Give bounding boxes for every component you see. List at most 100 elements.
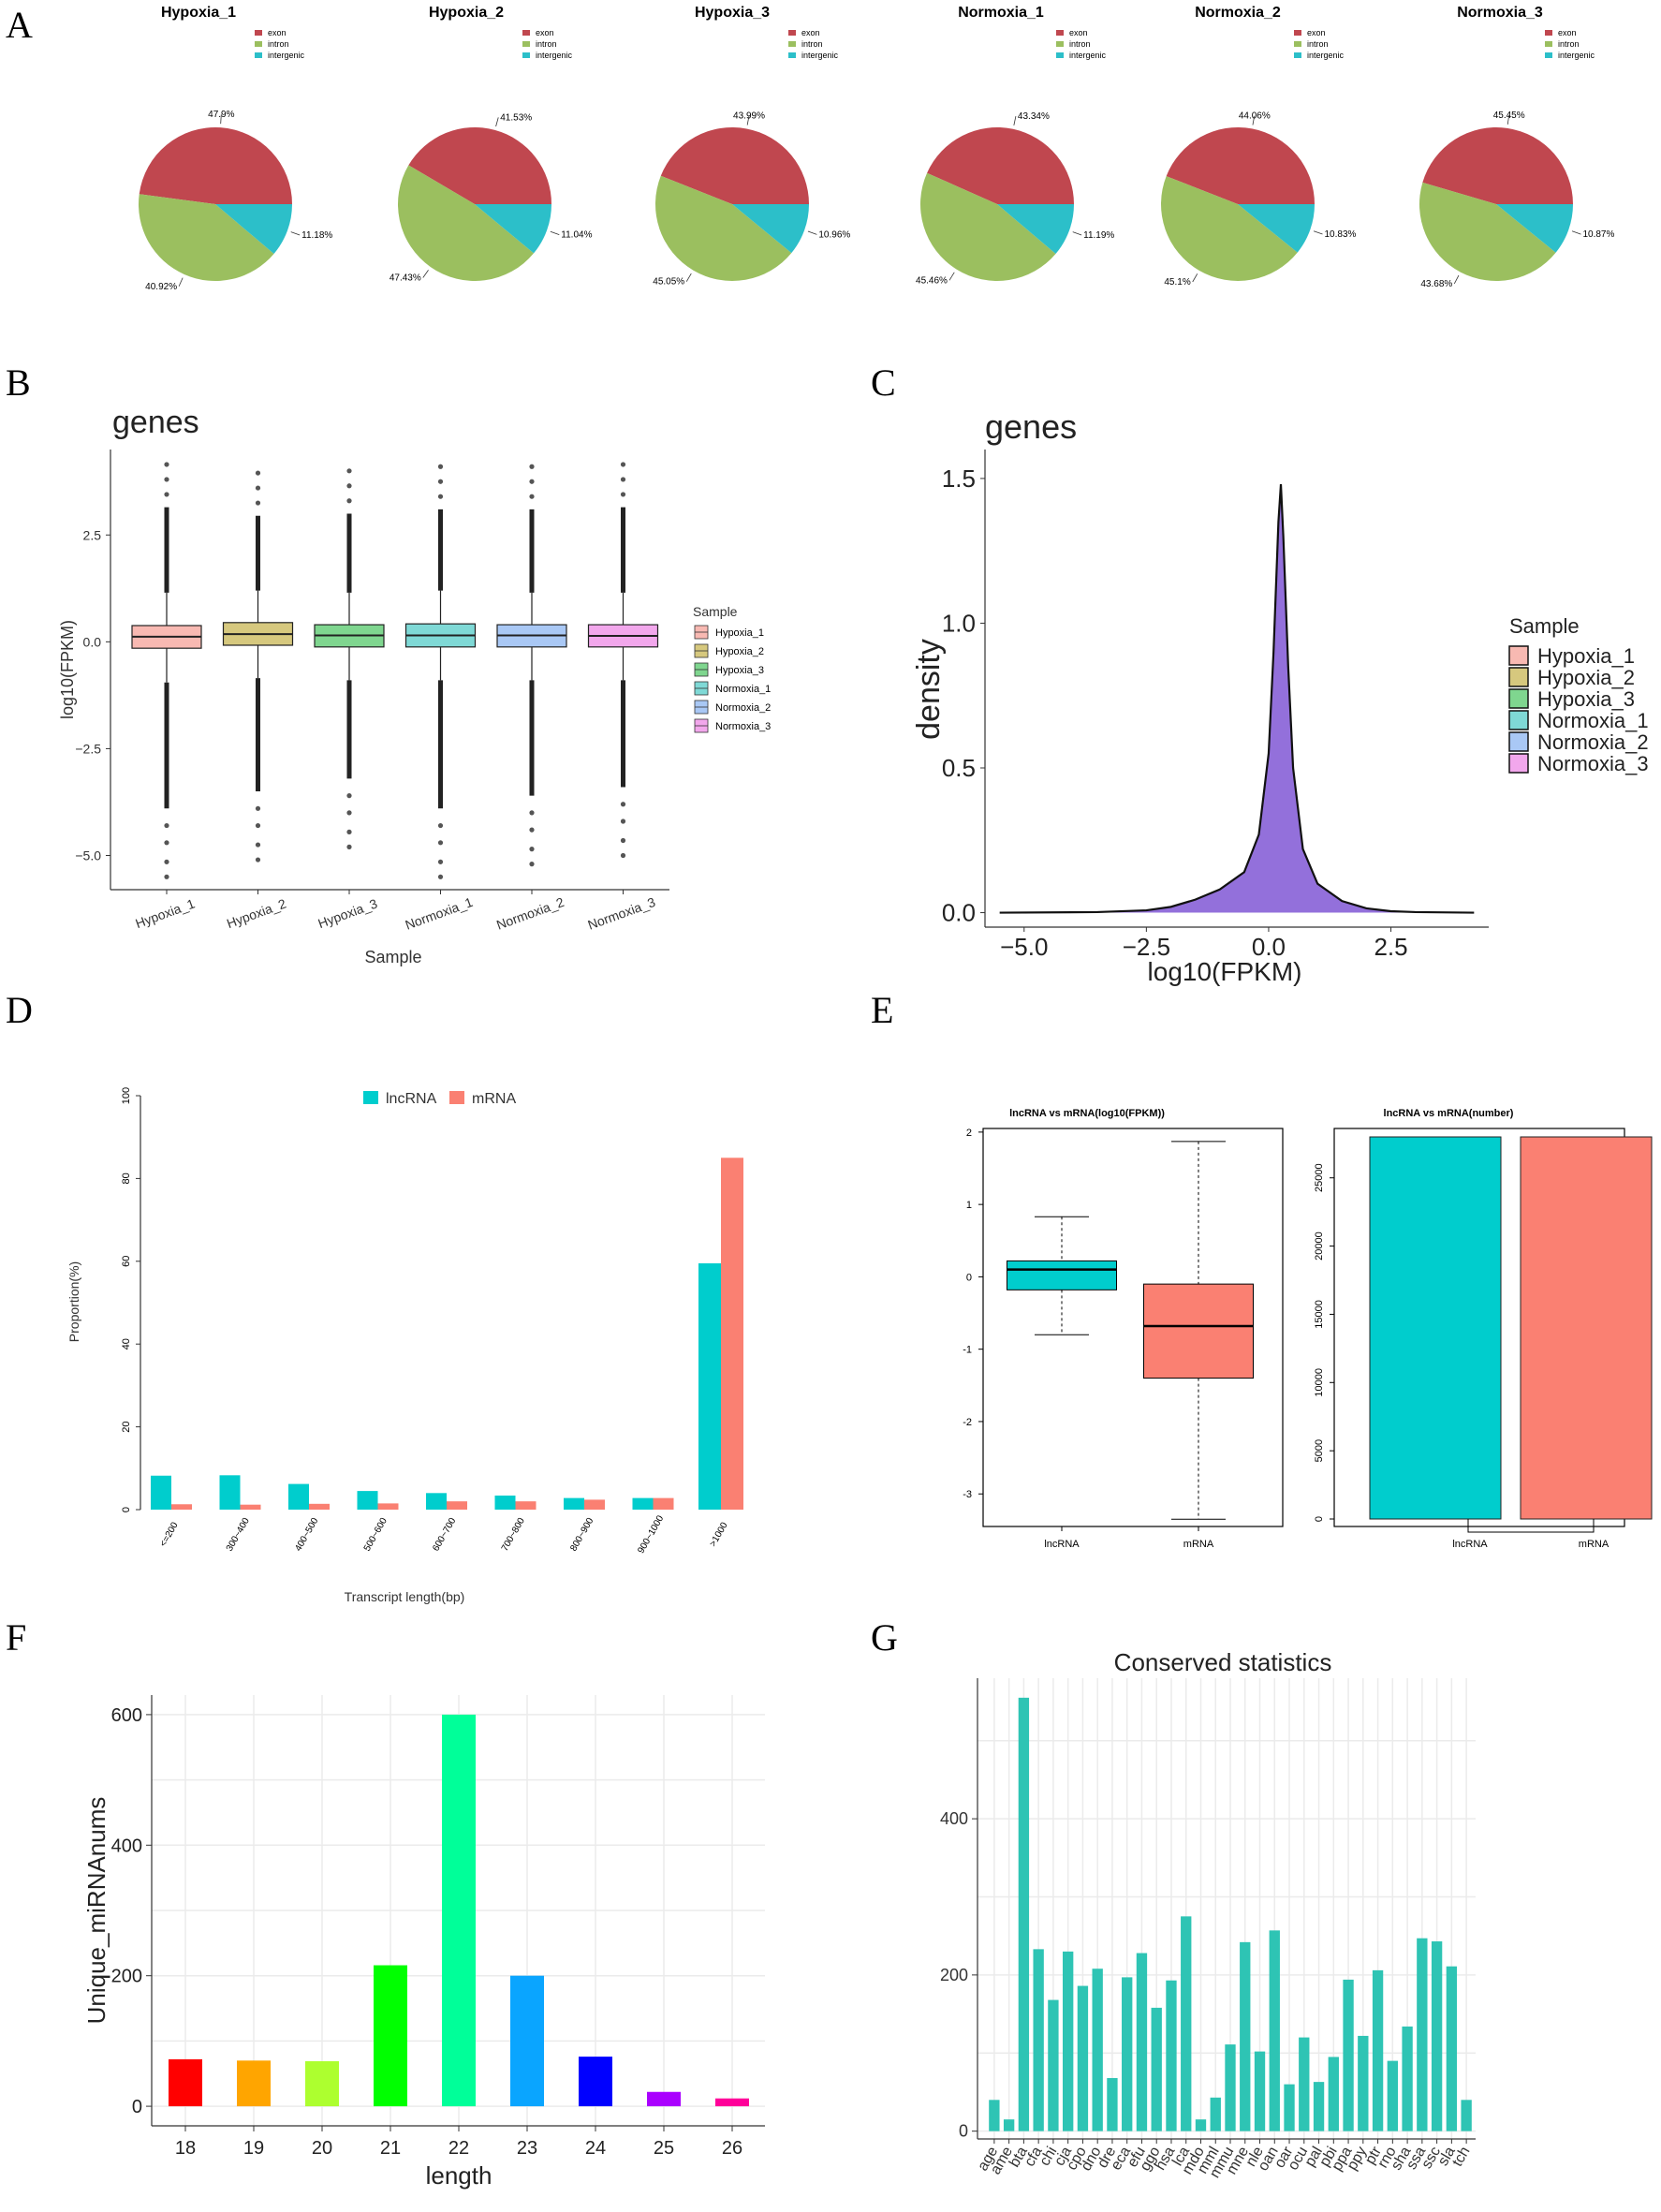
outlier-point	[438, 494, 443, 499]
legend-swatch-intron	[1294, 41, 1301, 47]
legend-label-intergenic: intergenic	[536, 51, 573, 60]
outlier-point	[621, 492, 625, 496]
bar-bta	[1019, 1698, 1029, 2131]
bar-mRNA-600-700	[447, 1501, 467, 1510]
x-tick-label: tch	[1449, 2145, 1473, 2170]
y-tick-label: 0	[966, 1272, 972, 1283]
pie-slice-label: 11.04%	[561, 230, 592, 241]
pie-slice-label: 41.53%	[500, 112, 532, 123]
bar-mRNA-800-900	[584, 1499, 605, 1510]
y-tick-label: 20000	[1314, 1231, 1325, 1261]
legend-swatch-intron	[1056, 41, 1064, 47]
y-tick-label: -3	[963, 1489, 972, 1500]
x-tick-label: Hypoxia_1	[133, 895, 197, 931]
pie-title: Hypoxia_2	[429, 5, 504, 21]
pie-slice-label: 45.1%	[1164, 277, 1190, 288]
legend-key-normoxia-3	[1509, 754, 1528, 773]
outlier-point	[256, 806, 260, 811]
outlier-point	[164, 823, 169, 828]
x-axis-bracket	[1468, 1519, 1594, 1532]
bar-hsa	[1166, 1981, 1176, 2131]
bar-eca	[1122, 1977, 1132, 2131]
density-line	[1000, 484, 1475, 912]
bar-mRNA-1000	[721, 1158, 743, 1510]
pie-slice-label: 43.68%	[1420, 279, 1452, 289]
bar-lncRNA-1000	[698, 1263, 721, 1510]
bar-oar	[1284, 2085, 1294, 2131]
bar-cfa	[1033, 1949, 1043, 2131]
pie-label-leader	[686, 273, 691, 282]
outlier-point	[438, 860, 443, 864]
chart-title: Conserved statistics	[1114, 1648, 1332, 1676]
bar-lncRNA-800-900	[564, 1498, 584, 1510]
legend-swatch-intergenic	[1056, 52, 1064, 58]
legend-swatch-exon	[1056, 30, 1064, 36]
x-tick-label: Normoxia_2	[494, 894, 566, 933]
pie-slice-label: 45.45%	[1493, 111, 1525, 121]
pie-title: Hypoxia_3	[695, 5, 770, 21]
x-axis-title: Transcript length(bp)	[345, 1589, 465, 1604]
x-tick-label: 700~800	[500, 1516, 527, 1554]
pie-slice-label: 10.87%	[1582, 229, 1614, 240]
panel-label-b: B	[6, 361, 31, 404]
x-tick-label: >1000	[708, 1520, 730, 1548]
pie-slice-label: 43.99%	[733, 111, 765, 122]
bar-oan	[1270, 1930, 1280, 2131]
pie-slice-label: 43.34%	[1018, 111, 1050, 122]
outlier-point	[164, 875, 169, 879]
pie-label-leader	[949, 273, 954, 280]
legend-label-hypoxia-2: Hypoxia_2	[715, 646, 764, 657]
bar-ppa	[1343, 1980, 1353, 2131]
outlier-point	[438, 479, 443, 484]
outlier-point	[438, 823, 443, 828]
x-tick-label: 800~900	[568, 1516, 595, 1554]
legend-label-exon: exon	[1307, 28, 1326, 37]
pie-slice-exon	[140, 127, 292, 204]
outlier-point	[164, 477, 169, 481]
y-tick-label: −5.0	[75, 848, 101, 863]
pie-title: Normoxia_2	[1195, 5, 1281, 21]
bar-lncRNA-600-700	[426, 1493, 447, 1510]
legend-label-lncRNA: lncRNA	[386, 1091, 437, 1107]
legend-label-exon: exon	[1069, 28, 1088, 37]
panel-label-f: F	[6, 1616, 26, 1659]
bar-pbi	[1329, 2057, 1339, 2131]
legend-label-normoxia-2: Normoxia_2	[1537, 730, 1649, 754]
legend-label-hypoxia-1: Hypoxia_1	[715, 627, 764, 639]
y-tick-label: 60	[121, 1256, 132, 1267]
pie-label-leader	[551, 231, 559, 234]
legend-label-hypoxia-3: Hypoxia_3	[1537, 687, 1635, 711]
pie-slice-label: 10.83%	[1324, 229, 1356, 240]
bar-length-24	[579, 2057, 612, 2106]
legend-swatch-exon	[1545, 30, 1552, 36]
panel-label-c: C	[871, 361, 896, 404]
box-mRNA	[1144, 1284, 1254, 1378]
pie-title: Hypoxia_1	[161, 5, 236, 21]
panel-label-d: D	[6, 989, 33, 1031]
outlier-point	[256, 842, 260, 847]
pie-chart-hypoxia-3: Hypoxia_3 43.99%45.05%10.96% exonintroni…	[653, 5, 850, 288]
outlier-point	[438, 465, 443, 469]
pie-slice-label: 11.19%	[1083, 230, 1114, 241]
bar-ptr	[1373, 1970, 1383, 2131]
panel-b-boxplot: genes −5.0−2.50.02.5Hypoxia_1 Hypoxia_2 Hy…	[58, 405, 771, 966]
legend-swatch-exon	[788, 30, 796, 36]
outlier-point	[621, 838, 625, 843]
x-tick-label: 400~500	[293, 1516, 320, 1554]
outlier-point	[164, 840, 169, 845]
legend-swatch-intron	[255, 41, 262, 47]
pie-label-leader	[1572, 231, 1580, 234]
outlier-point	[346, 793, 351, 798]
bar-ssa	[1417, 1939, 1427, 2131]
pie-label-leader	[1014, 116, 1016, 125]
pie-label-leader	[423, 270, 429, 277]
legend-swatch-intergenic	[1545, 52, 1552, 58]
legend-label-mRNA: mRNA	[472, 1091, 516, 1107]
y-tick-label: 1	[966, 1200, 972, 1211]
pie-label-leader	[1073, 232, 1081, 235]
legend-swatch-exon	[1294, 30, 1301, 36]
bar-pal	[1314, 2082, 1324, 2131]
bar-lncRNA-300-400	[220, 1475, 241, 1510]
outlier-point	[256, 500, 260, 505]
bar-ppy	[1358, 2036, 1368, 2131]
